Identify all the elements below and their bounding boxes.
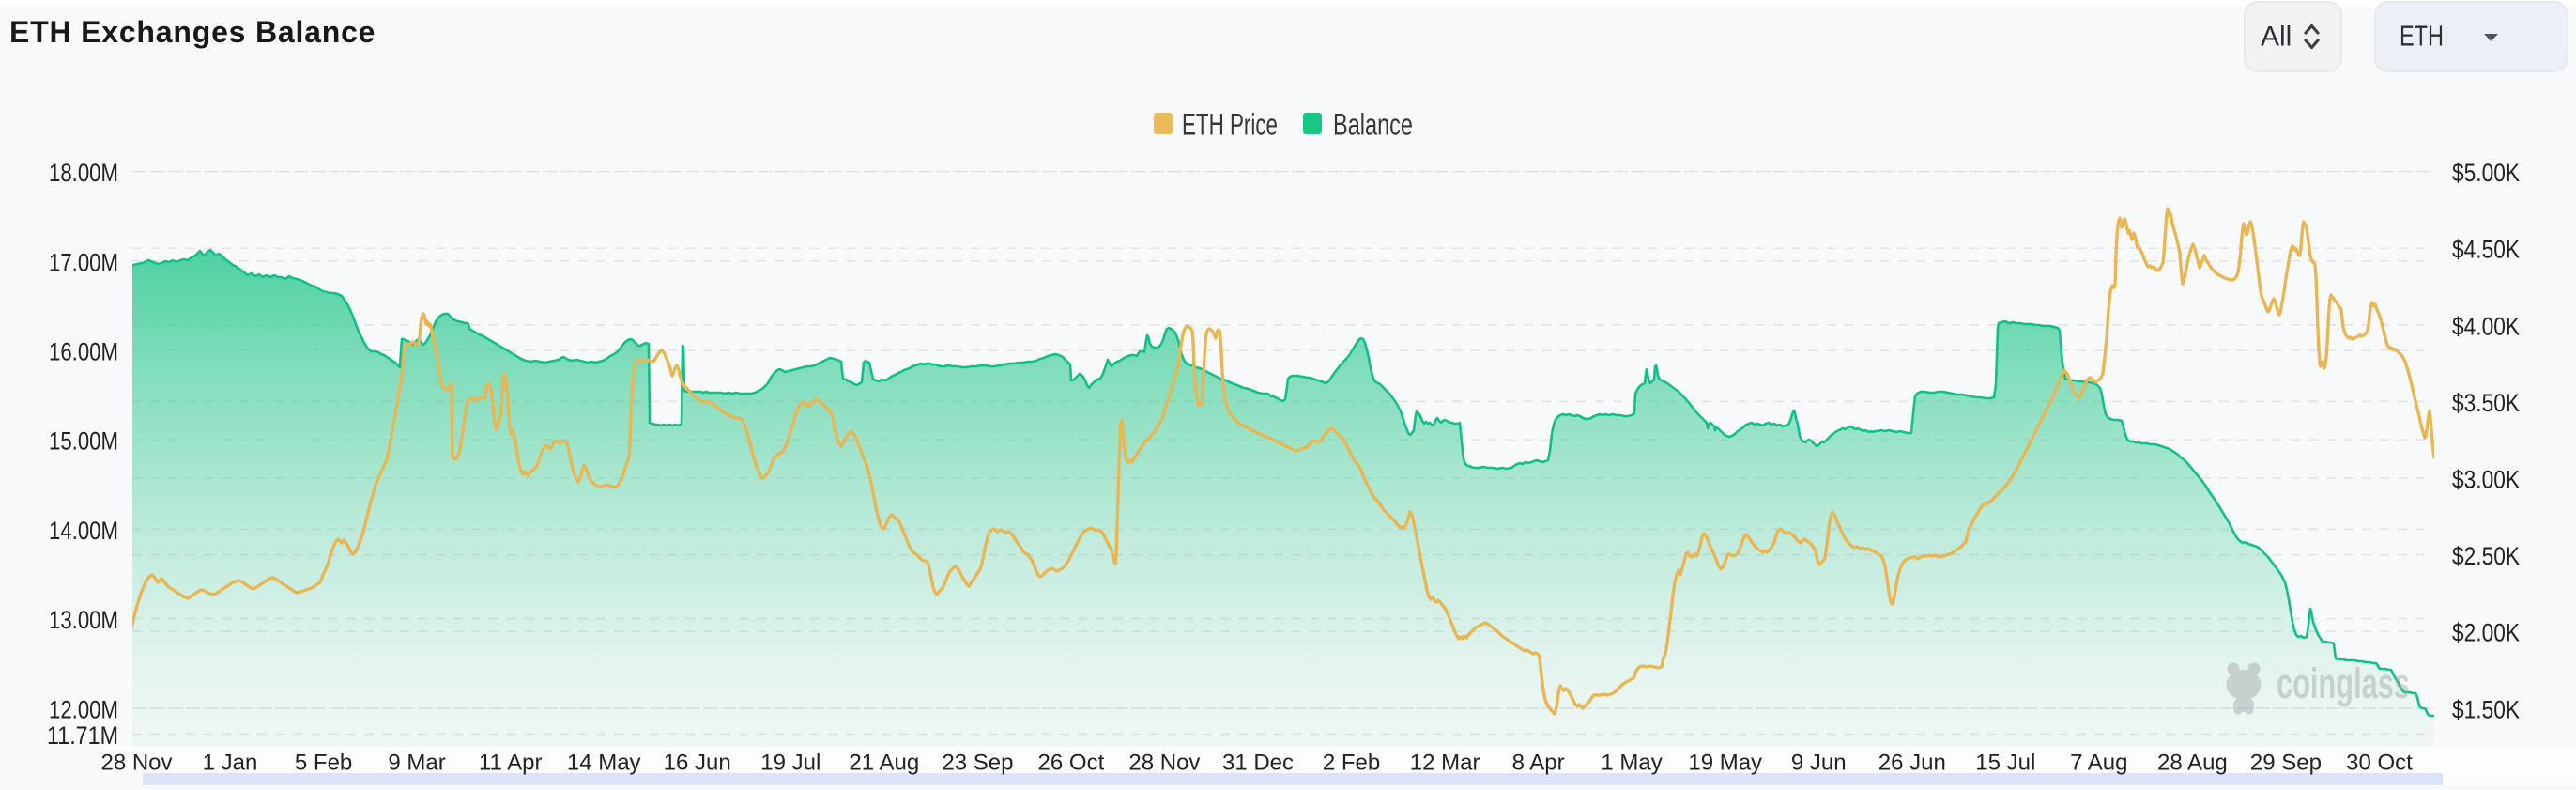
svg-text:31 Dec: 31 Dec: [1222, 751, 1294, 776]
svg-text:2 Feb: 2 Feb: [1323, 751, 1380, 776]
svg-text:$2.50K: $2.50K: [2452, 542, 2520, 570]
svg-text:15.00M: 15.00M: [49, 427, 118, 456]
svg-text:29 Sep: 29 Sep: [2250, 751, 2322, 776]
svg-text:19 Jul: 19 Jul: [760, 751, 820, 776]
svg-text:ETH Exchanges Balance: ETH Exchanges Balance: [9, 15, 376, 49]
svg-text:28 Nov: 28 Nov: [1128, 751, 1200, 776]
svg-text:16 Jun: 16 Jun: [664, 751, 731, 776]
svg-text:14 May: 14 May: [567, 751, 641, 776]
svg-text:$5.00K: $5.00K: [2452, 159, 2520, 187]
svg-text:13.00M: 13.00M: [49, 606, 118, 634]
svg-text:Balance: Balance: [1333, 107, 1413, 141]
svg-text:9 Mar: 9 Mar: [388, 751, 445, 776]
svg-text:$3.00K: $3.00K: [2452, 466, 2520, 494]
svg-text:$3.50K: $3.50K: [2452, 389, 2520, 417]
svg-text:28 Nov: 28 Nov: [100, 751, 172, 776]
svg-text:5 Feb: 5 Feb: [295, 751, 352, 776]
svg-text:9 Jun: 9 Jun: [1791, 751, 1847, 776]
svg-text:8 Apr: 8 Apr: [1512, 751, 1565, 776]
svg-text:26 Oct: 26 Oct: [1038, 751, 1105, 776]
svg-text:17.00M: 17.00M: [49, 248, 118, 276]
svg-text:16.00M: 16.00M: [49, 338, 118, 366]
svg-text:21 Aug: 21 Aug: [849, 751, 919, 776]
svg-text:12.00M: 12.00M: [49, 695, 118, 723]
svg-text:$4.00K: $4.00K: [2452, 312, 2520, 340]
svg-text:$1.50K: $1.50K: [2452, 695, 2520, 723]
svg-text:14.00M: 14.00M: [49, 517, 118, 545]
svg-text:ETH Price: ETH Price: [1182, 107, 1278, 141]
svg-text:11 Apr: 11 Apr: [479, 751, 543, 776]
svg-text:All: All: [2261, 22, 2292, 53]
svg-text:18.00M: 18.00M: [49, 159, 118, 187]
svg-text:12 Mar: 12 Mar: [1410, 751, 1480, 776]
svg-text:$4.50K: $4.50K: [2452, 236, 2520, 264]
svg-text:23 Sep: 23 Sep: [942, 751, 1013, 776]
svg-text:1 May: 1 May: [1601, 751, 1662, 776]
svg-text:ETH: ETH: [2400, 20, 2444, 53]
svg-text:coinglass: coinglass: [2277, 659, 2410, 707]
svg-text:15 Jul: 15 Jul: [1975, 751, 2035, 776]
svg-text:7 Aug: 7 Aug: [2070, 751, 2127, 776]
svg-text:1 Jan: 1 Jan: [203, 751, 258, 776]
svg-text:19 May: 19 May: [1688, 751, 1762, 776]
svg-text:30 Oct: 30 Oct: [2346, 751, 2413, 776]
svg-text:28 Aug: 28 Aug: [2157, 751, 2228, 776]
svg-text:$2.00K: $2.00K: [2452, 619, 2520, 647]
svg-text:11.71M: 11.71M: [47, 721, 118, 750]
svg-text:26 Jun: 26 Jun: [1878, 751, 1946, 776]
